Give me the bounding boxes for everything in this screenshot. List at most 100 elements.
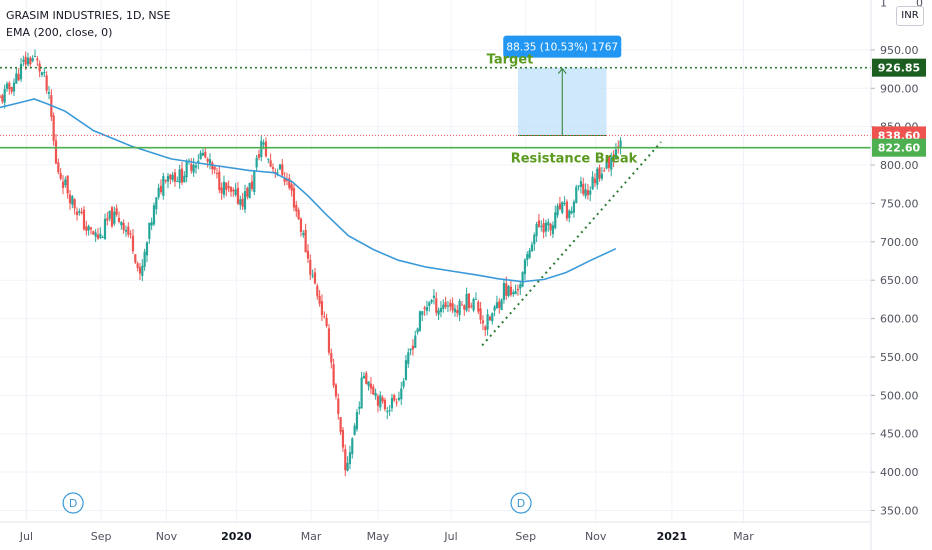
price-scale-corner-label: 0 — [916, 0, 923, 9]
candle-body — [136, 263, 139, 268]
candle-body — [416, 328, 419, 333]
candle-body — [236, 187, 240, 204]
candle-body — [341, 429, 345, 448]
candle-body — [92, 231, 95, 235]
candle-body — [85, 226, 88, 231]
candle-body — [600, 173, 604, 179]
candle-body — [358, 406, 361, 409]
candle-body — [260, 140, 263, 158]
candle-body — [381, 397, 384, 402]
candle-body — [185, 161, 188, 177]
dividend-marker[interactable]: D — [510, 492, 532, 514]
candle-body — [344, 449, 347, 471]
candle-body — [208, 159, 212, 164]
candle-body — [404, 360, 408, 380]
candle-body — [255, 157, 258, 168]
candle-body — [456, 310, 459, 314]
candle-body — [73, 199, 76, 209]
candle-body — [486, 314, 489, 330]
candle-body — [619, 140, 622, 148]
candle-body — [523, 259, 527, 275]
candle-body — [407, 352, 410, 364]
candle-body — [201, 152, 205, 156]
candle-body — [36, 58, 39, 61]
candle-body — [316, 285, 319, 297]
symbol-title[interactable]: GRASIM INDUSTRIES, 1D, NSE — [6, 9, 171, 22]
candle-body — [325, 317, 328, 327]
candle-body — [12, 82, 16, 92]
candle-body — [500, 299, 503, 310]
candle-body — [152, 205, 156, 225]
candle-body — [339, 417, 342, 433]
candle-body — [71, 196, 74, 205]
candle-body — [593, 178, 597, 184]
candle-body — [603, 170, 606, 172]
candle-body — [386, 411, 389, 413]
candle-body — [3, 88, 6, 103]
candle-body — [383, 399, 387, 410]
candle-body — [148, 222, 151, 239]
candle-body — [297, 210, 300, 220]
time-scale: Jul Sep Nov 2020 Mar May Jul Sep Nov 2021 Mar — [19, 530, 755, 543]
indicator-label[interactable]: EMA (200, close, 0) — [6, 26, 113, 39]
candle-body — [463, 305, 466, 310]
currency-button[interactable]: INR — [896, 6, 924, 26]
candle-body — [449, 302, 452, 307]
candle-body — [106, 218, 109, 221]
price-tick-label: 950.00 — [880, 44, 919, 57]
candle-body — [225, 182, 228, 190]
price-scale-top-label: 1 — [880, 0, 887, 9]
candle-body — [498, 301, 501, 308]
candle-body — [122, 222, 125, 231]
price-tick-label: 350.00 — [880, 504, 919, 517]
candle-body — [215, 173, 219, 175]
candle-body — [526, 254, 529, 260]
candle-body — [8, 82, 11, 90]
candle-body — [558, 203, 562, 210]
candle-body — [173, 172, 177, 182]
candle-body — [295, 204, 298, 212]
candle-body — [253, 170, 256, 193]
candle-body — [31, 58, 34, 62]
candle-body — [192, 164, 195, 173]
candle-body — [204, 151, 207, 158]
candle-body — [241, 198, 244, 207]
candle-body — [470, 305, 473, 307]
candle-body — [288, 178, 291, 188]
candle-body — [577, 185, 580, 187]
candle-body — [327, 328, 331, 353]
price-scale: 950.00900.00850.00800.00750.00700.00650.… — [871, 0, 923, 517]
candle-body — [211, 162, 214, 170]
candle-body — [554, 212, 557, 229]
candle-body — [565, 201, 569, 219]
candle-body — [481, 320, 485, 324]
candle-body — [162, 176, 165, 196]
candle-body — [563, 203, 566, 205]
candle-body — [400, 388, 403, 400]
candle-body — [271, 167, 275, 170]
dividend-marker[interactable]: D — [62, 492, 84, 514]
candle-body — [283, 178, 286, 182]
candle-body — [206, 158, 209, 162]
candle-body — [509, 286, 513, 295]
candle-body — [393, 395, 396, 401]
candle-body — [561, 201, 564, 213]
candle-body — [589, 190, 592, 195]
candle-body — [551, 225, 555, 235]
resistance-label: Resistance Break — [511, 152, 638, 167]
candle-body — [488, 316, 492, 321]
candle-body — [304, 230, 307, 253]
candle-body — [530, 244, 534, 252]
time-tick-label: Jul — [443, 530, 457, 543]
candle-body — [330, 352, 333, 363]
dividend-circle — [510, 492, 532, 514]
dividend-label: D — [69, 497, 77, 510]
time-tick-label: Mar — [301, 530, 322, 543]
candle-body — [141, 265, 144, 276]
candle-body — [544, 222, 548, 232]
candle-body — [89, 227, 93, 230]
price-tick-label: 750.00 — [880, 197, 919, 210]
candle-body — [131, 235, 135, 252]
